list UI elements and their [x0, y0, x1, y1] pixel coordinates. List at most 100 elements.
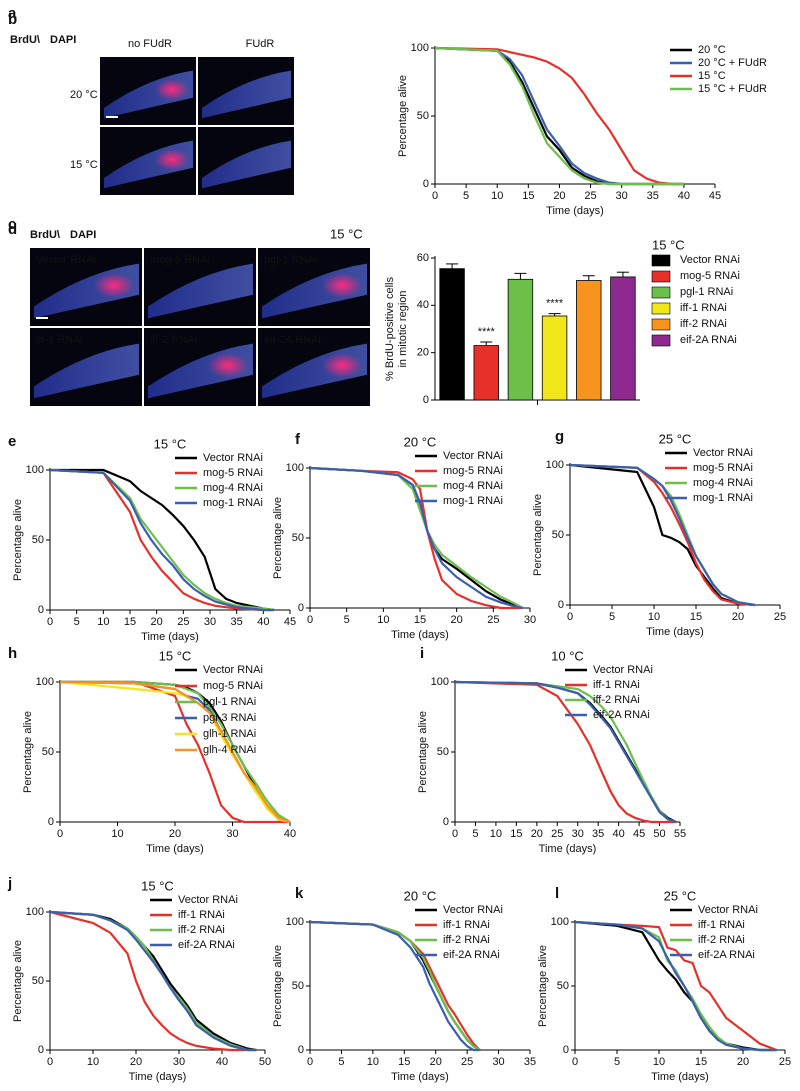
x-tick-label: 0	[307, 614, 313, 626]
survival-curve	[569, 463, 755, 607]
x-tick-label: 40	[216, 1056, 228, 1068]
panel-label: l	[555, 885, 559, 902]
x-tick-label: 45	[633, 828, 645, 840]
legend-label: iff-1 RNAi	[443, 919, 490, 931]
y-tick-label: 50	[42, 746, 54, 758]
x-tick-label: 5	[74, 616, 80, 628]
legend-label: mog-5 RNAi	[203, 467, 263, 479]
x-tick-label: 5	[463, 190, 469, 202]
y-axis-label: Percentage alive	[22, 711, 34, 793]
legend-label: pgl-3 RNAi	[203, 712, 256, 724]
panel-label: i	[420, 645, 424, 662]
legend-label: Vector RNAi	[178, 894, 238, 906]
x-tick-label: 20	[737, 1056, 749, 1068]
x-tick-label: 20	[151, 616, 163, 628]
y-axis-label: Percentage alive	[272, 497, 284, 579]
y-tick-label: 100	[286, 916, 304, 928]
legend-label: mog-1 RNAi	[203, 497, 263, 509]
x-tick-label: 5	[614, 1056, 620, 1068]
legend-label: 15 °C + FUdR	[698, 83, 767, 95]
x-tick-label: 35	[647, 190, 659, 202]
legend-label: mog-4 RNAi	[443, 480, 503, 492]
rnai-label: iff-2 RNAi	[150, 334, 197, 346]
bar	[610, 276, 636, 401]
y-axis-label: Percentage alive	[537, 945, 549, 1027]
legend-label: mog-4 RNAi	[203, 482, 263, 494]
bar	[439, 268, 465, 401]
x-tick-label: 30	[492, 1056, 504, 1068]
x-axis-label: Time (days)	[391, 1071, 449, 1083]
chart-title: 15 °C	[141, 878, 174, 893]
x-tick-label: 10	[490, 828, 502, 840]
rnai-label: mog-5 RNAi	[150, 254, 210, 266]
gonad	[202, 140, 291, 189]
x-tick-label: 20	[130, 1056, 142, 1068]
brdu-signal	[321, 352, 363, 378]
y-tick-label: 50	[32, 534, 44, 546]
survival-curve	[454, 680, 677, 824]
x-tick-label: 20	[732, 611, 744, 623]
x-axis-label: Time (days)	[646, 626, 704, 638]
legend-label: iff-2 RNAi	[593, 694, 640, 706]
legend-swatch	[651, 318, 671, 331]
rnai-label: eif-2A RNAi	[264, 334, 321, 346]
x-tick-label: 35	[231, 616, 243, 628]
y-tick-label: 50	[417, 110, 429, 122]
chart-title: 20 °C	[404, 434, 437, 449]
legend-label: iff-2 RNAi	[178, 924, 225, 936]
chart-title: 10 °C	[551, 648, 584, 663]
x-tick-label: 10	[87, 1056, 99, 1068]
x-tick-label: 0	[572, 1056, 578, 1068]
legend-label: mog-4 RNAi	[693, 477, 753, 489]
x-axis-label: Time (days)	[129, 1071, 187, 1083]
y-tick-label: 60	[417, 252, 429, 264]
panel-label: e	[8, 433, 16, 450]
y-tick-label: 100	[36, 676, 54, 688]
y-tick-label: 50	[292, 532, 304, 544]
legend-label: glh-1 RNAi	[203, 728, 256, 740]
survival-curve	[60, 680, 290, 824]
survival-curve	[309, 466, 523, 610]
y-axis-label: Percentage alive	[417, 711, 429, 793]
y-tick-label: 100	[546, 459, 564, 471]
y-axis-label: Percentage alive	[12, 499, 24, 581]
y-tick-label: 50	[437, 746, 449, 758]
x-tick-label: 5	[344, 614, 350, 626]
survival-curve	[59, 680, 291, 824]
x-tick-label: 55	[674, 828, 686, 840]
legend-label: eif-2A RNAi	[698, 949, 755, 961]
x-tick-label: 25	[461, 1056, 473, 1068]
x-tick-label: 20	[169, 828, 181, 840]
legend-label: eif-2A RNAi	[178, 939, 235, 951]
legend-label: glh-4 RNAi	[203, 744, 256, 756]
survival-curve	[309, 466, 523, 610]
legend-label: Vector RNAi	[693, 447, 753, 459]
x-tick-label: 15	[510, 828, 522, 840]
y-tick-label: 100	[411, 42, 429, 54]
legend-label: mog-5 RNAi	[693, 462, 753, 474]
survival-curve	[309, 920, 480, 1052]
brdu-signal	[93, 272, 135, 298]
x-tick-label: 10	[648, 611, 660, 623]
x-tick-label: 25	[584, 190, 596, 202]
x-tick-label: 50	[653, 828, 665, 840]
x-tick-label: 25	[177, 616, 189, 628]
legend-label: mog-1 RNAi	[443, 495, 503, 507]
legend-label: iff-2 RNAi	[680, 318, 727, 330]
y-tick-label: 0	[48, 816, 54, 828]
x-tick-label: 15	[398, 1056, 410, 1068]
survival-curve	[49, 910, 257, 1052]
significance: ****	[478, 326, 496, 338]
y-tick-label: 0	[38, 604, 44, 616]
survival-curve	[454, 680, 676, 824]
legend-label: 20 °C	[698, 44, 726, 56]
x-tick-label: 5	[472, 828, 478, 840]
x-tick-label: 10	[377, 614, 389, 626]
x-tick-label: 30	[173, 1056, 185, 1068]
survival-curve	[49, 468, 274, 612]
bar	[473, 345, 499, 401]
survival-curve	[49, 468, 275, 612]
survival-curve	[434, 46, 684, 186]
x-tick-label: 40	[284, 828, 296, 840]
